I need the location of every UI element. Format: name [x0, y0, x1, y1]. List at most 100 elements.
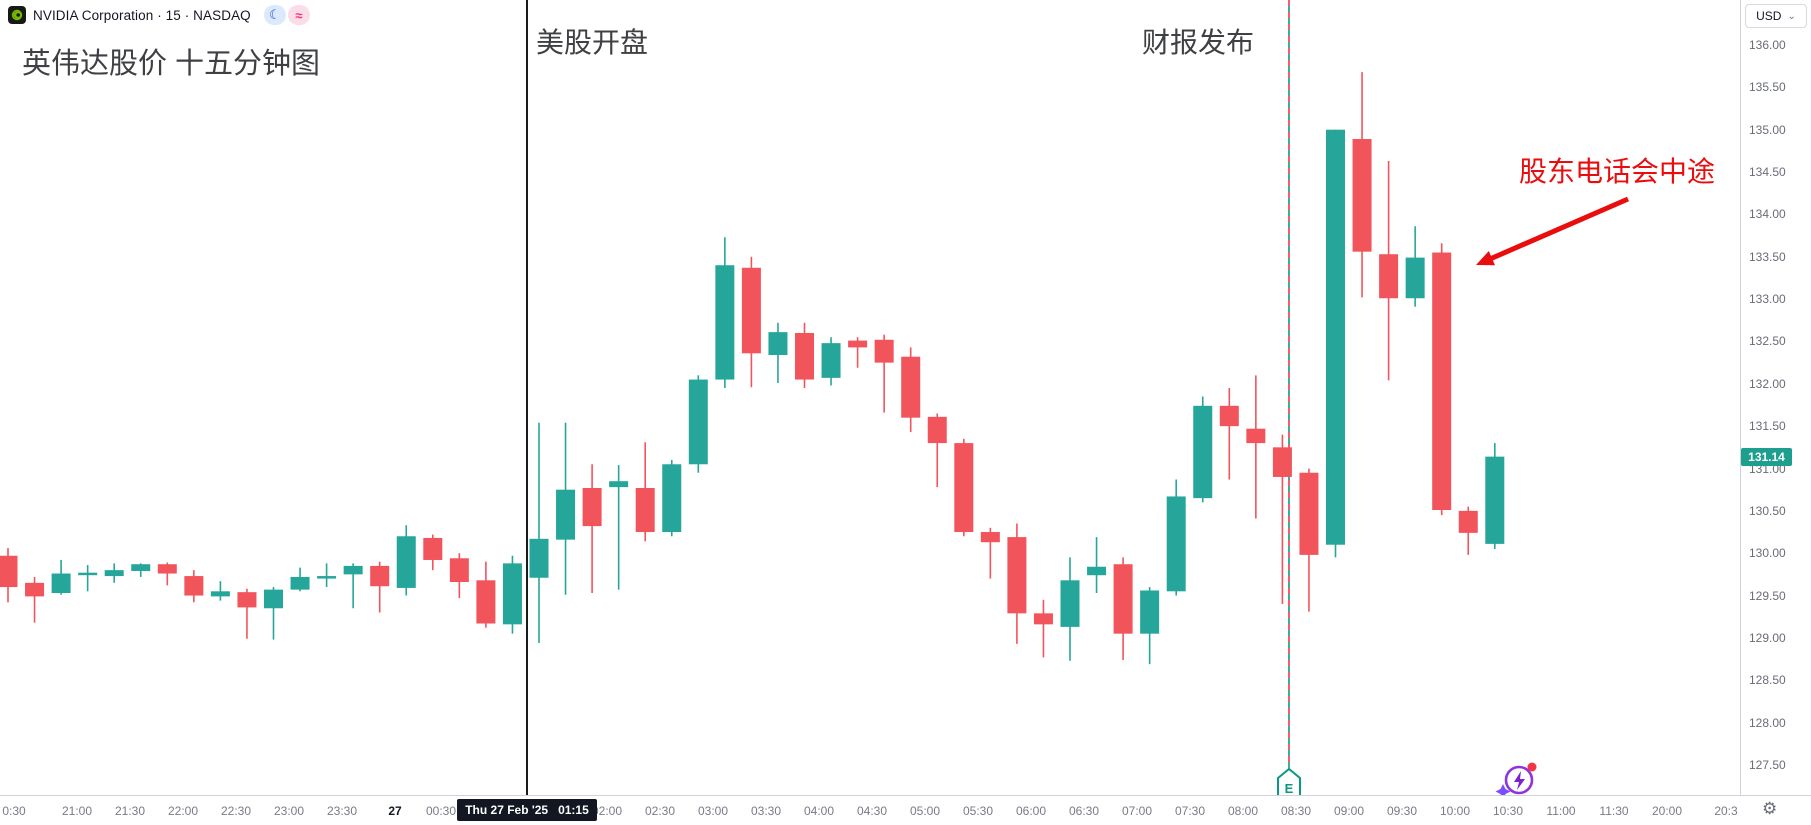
price-tick-label: 132.50	[1749, 334, 1786, 349]
candle-body	[264, 589, 283, 609]
wave-badge-icon[interactable]: ≈	[287, 5, 310, 25]
candle-body	[927, 416, 947, 444]
candle-body	[1272, 447, 1292, 477]
candle-body	[874, 339, 894, 363]
candle-body	[1140, 590, 1160, 634]
time-tick-label: 05:00	[909, 804, 941, 818]
time-tick-label: 11:00	[1546, 804, 1576, 818]
candle-body	[556, 489, 576, 540]
price-tick-label: 135.00	[1749, 122, 1786, 137]
notification-dot	[1527, 762, 1537, 772]
earnings-badge-letter: E	[1285, 781, 1294, 796]
candle-body	[715, 265, 735, 380]
time-tick-label: 20:3	[1714, 804, 1738, 818]
candle-body	[423, 537, 443, 560]
price-tick-label: 128.00	[1749, 715, 1786, 730]
candle-body	[1326, 129, 1345, 545]
candle-body	[1113, 564, 1133, 634]
candle-body	[51, 573, 71, 594]
currency-label: USD	[1756, 9, 1782, 23]
candle-body	[821, 343, 841, 378]
candle-body	[1405, 257, 1425, 299]
icon-circle	[1504, 765, 1534, 795]
candle-body	[1087, 566, 1107, 576]
time-tick-label: 09:30	[1386, 804, 1418, 818]
candle-body	[795, 332, 814, 380]
time-tick-label: 08:30	[1280, 804, 1312, 818]
candle-body	[1299, 472, 1319, 555]
candle-body	[104, 570, 124, 577]
candle-body	[1007, 537, 1027, 614]
time-tick-label: 02:00	[591, 804, 623, 818]
chevron-down-icon: ⌄	[1787, 10, 1796, 22]
price-tick-label: 130.50	[1749, 503, 1786, 518]
candle-body	[290, 576, 310, 590]
badge-group: ☾ ≈	[263, 5, 310, 25]
price-tick-label: 134.00	[1749, 207, 1786, 222]
time-tick-label: 10:30	[1492, 804, 1524, 818]
sparkle-icon	[1495, 784, 1511, 799]
candle-body	[848, 340, 868, 348]
market-open-label: 美股开盘	[536, 27, 649, 58]
price-tick-label: 129.50	[1749, 588, 1786, 603]
candle-body	[1246, 428, 1266, 444]
gear-icon[interactable]: ⚙	[1762, 799, 1778, 818]
price-tick-label: 128.50	[1749, 673, 1786, 688]
ai-lightning-icon[interactable]	[1495, 762, 1537, 800]
time-tick-label: 04:30	[856, 804, 888, 818]
symbol-title[interactable]: NVIDIA Corporation · 15 · NASDAQ	[33, 7, 251, 23]
time-tick-label: 0:30	[2, 804, 26, 818]
candle-body	[343, 565, 363, 575]
time-tick-label: 22:00	[167, 804, 199, 818]
time-tick-label: 04:00	[803, 804, 835, 818]
time-tick-label: 20:00	[1651, 804, 1683, 818]
candle-body	[688, 379, 708, 465]
price-tick-label: 133.00	[1749, 292, 1786, 307]
candle-body	[1219, 405, 1239, 427]
annotation-arrow-shaft	[1489, 196, 1629, 262]
candle-body	[131, 564, 151, 571]
time-tick-label: 11:30	[1599, 804, 1629, 818]
candle-body	[476, 580, 496, 624]
time-tick-label: 06:00	[1015, 804, 1047, 818]
candle-body	[184, 576, 204, 596]
price-tick-label: 136.00	[1749, 38, 1786, 52]
price-tick-label: 132.00	[1749, 376, 1786, 391]
candle-body	[0, 555, 18, 588]
earnings-release-label: 财报发布	[1142, 27, 1255, 58]
candle-body	[1060, 580, 1080, 627]
price-tick-label: 134.50	[1749, 165, 1786, 180]
time-tick-label: 27	[388, 804, 402, 818]
price-tick-label: 129.00	[1749, 630, 1786, 645]
currency-selector[interactable]: USD ⌄	[1745, 4, 1807, 28]
time-tick-label: 08:00	[1227, 804, 1259, 818]
time-crosshair-tooltip: Thu 27 Feb '25 01:15	[457, 799, 597, 821]
moon-badge-icon[interactable]: ☾	[263, 5, 286, 25]
price-axis[interactable]: USD ⌄ 136.00 135.50 135.00 134.50 134.00 133.…	[1740, 0, 1811, 795]
time-axis[interactable]: 0:30 21:00 21:30 22:00 22:30 23:00 23:30 27 00:3…	[0, 795, 1811, 825]
price-tick-label: 130.00	[1749, 546, 1786, 561]
time-tick-label: 02:30	[644, 804, 676, 818]
time-tick-label: 21:00	[61, 804, 93, 818]
time-tick-label: 00:30	[425, 804, 457, 818]
candle-body	[78, 572, 98, 576]
last-price-tag: 131.14	[1741, 447, 1792, 466]
candle-body	[370, 565, 390, 587]
candle-body	[901, 356, 921, 418]
candle-body	[609, 481, 629, 488]
candle-body	[768, 332, 788, 356]
candle-body	[210, 591, 230, 597]
candle-body	[1033, 613, 1053, 625]
time-tick-label: 03:30	[750, 804, 782, 818]
chart-title: 英伟达股价 十五分钟图	[22, 48, 321, 80]
candle-body	[980, 532, 1000, 543]
price-tick-label: 127.50	[1749, 757, 1786, 772]
candle-body	[1485, 456, 1505, 544]
time-tick-label: 21:30	[114, 804, 146, 818]
time-tick-label: 22:30	[220, 804, 252, 818]
candle-body	[1352, 139, 1372, 252]
nvidia-logo-icon	[8, 6, 26, 24]
price-tick-label: 133.50	[1749, 249, 1786, 264]
